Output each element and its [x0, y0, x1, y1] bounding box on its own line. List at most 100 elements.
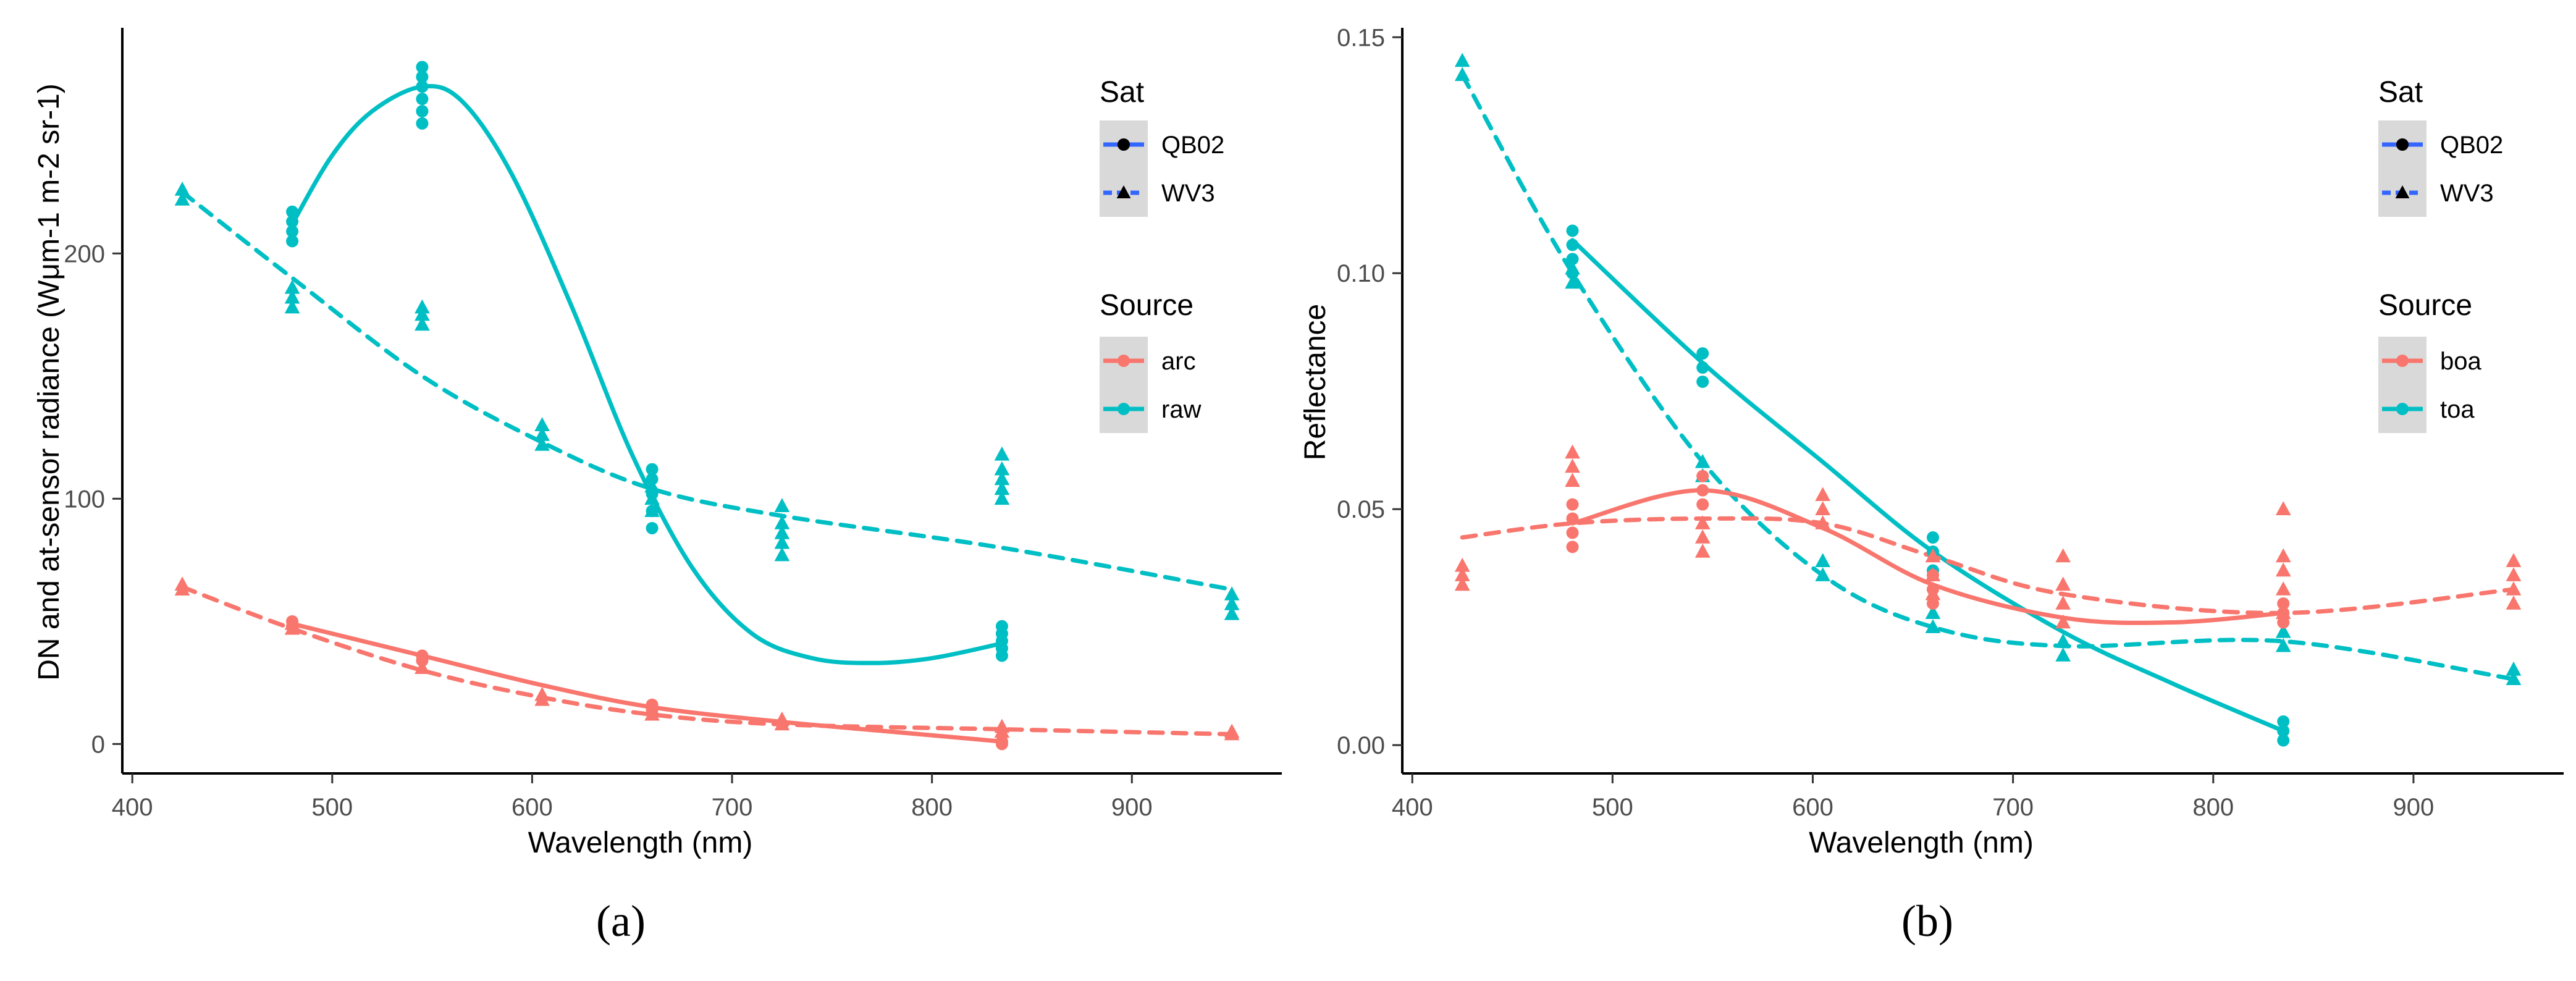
data-point-toa-triangle [1925, 619, 1941, 633]
x-tick-label: 800 [2192, 794, 2234, 821]
x-tick-label: 700 [1992, 794, 2034, 821]
data-point-toa-triangle [2506, 661, 2522, 676]
data-point-raw-circle [416, 117, 429, 130]
data-point-raw-circle [416, 61, 429, 74]
legend-circle-marker [1118, 355, 1130, 367]
x-tick-label: 500 [311, 794, 353, 821]
legend-source-title: Source [1100, 289, 1193, 322]
data-point-boa-circle [1566, 541, 1579, 554]
data-point-boa-triangle [1454, 576, 1470, 591]
data-point-toa-triangle [1925, 605, 1941, 619]
data-point-raw-triangle [174, 191, 190, 206]
data-point-boa-circle [1566, 498, 1579, 511]
legend-source-label: boa [2440, 348, 2481, 375]
data-point-raw-triangle [1224, 586, 1240, 600]
smooth-line-qb02-toa [1570, 238, 2286, 733]
data-point-raw-circle [286, 235, 299, 248]
x-tick-label: 600 [511, 794, 553, 821]
data-point-raw-circle [995, 620, 1008, 633]
data-point-raw-triangle [994, 481, 1010, 495]
data-point-toa-circle [1566, 224, 1579, 237]
data-point-raw-circle [416, 93, 429, 106]
legend-triangle-marker [1116, 185, 1131, 198]
data-point-boa-triangle [1925, 548, 1941, 563]
x-tick-label: 400 [1392, 794, 1433, 821]
panel-b-caption: (b) [1901, 896, 1953, 946]
smooth-line-wv3-toa [1460, 72, 2516, 681]
data-point-raw-triangle [774, 515, 790, 529]
smooth-line-qb02-arc [290, 621, 1004, 744]
data-point-boa-triangle [1565, 444, 1580, 459]
data-point-raw-triangle [534, 417, 550, 431]
data-point-toa-triangle [2275, 638, 2291, 652]
data-point-boa-circle [1696, 498, 1709, 511]
data-point-raw-triangle [1224, 596, 1240, 610]
data-point-boa-circle [1696, 484, 1709, 497]
legend: Sat QB02 WV3 Source boa toa [2378, 76, 2503, 433]
legend-sat-label: WV3 [2440, 180, 2494, 207]
data-point-boa-triangle [2055, 614, 2071, 629]
data-point-boa-triangle [2506, 553, 2522, 567]
legend: Sat QB02 WV3 Source arc raw [1100, 76, 1224, 433]
legend-source-title: Source [2378, 289, 2472, 322]
data-point-boa-triangle [1815, 501, 1830, 515]
data-point-boa-triangle [1454, 557, 1470, 572]
data-point-raw-triangle [994, 446, 1010, 461]
data-point-raw-circle [416, 80, 429, 93]
x-tick-label: 700 [712, 794, 753, 821]
data-point-raw-triangle [644, 478, 660, 493]
data-point-arc-circle [416, 649, 429, 662]
panel-a-caption: (a) [596, 896, 646, 946]
data-point-raw-triangle [415, 306, 430, 321]
x-tick-label: 500 [1592, 794, 1633, 821]
data-point-toa-triangle [2275, 623, 2291, 638]
data-point-toa-triangle [2506, 671, 2522, 685]
data-point-boa-triangle [2055, 596, 2071, 610]
data-point-boa-triangle [1565, 473, 1580, 487]
data-point-toa-triangle [1694, 453, 1711, 468]
data-point-toa-circle [1566, 238, 1579, 251]
data-point-boa-triangle [2275, 605, 2291, 619]
legend-circle-marker [2396, 355, 2409, 367]
data-point-boa-triangle [1815, 487, 1830, 501]
data-point-toa-circle [2277, 734, 2290, 747]
data-point-boa-triangle [2275, 501, 2291, 515]
data-point-toa-triangle [1815, 553, 1830, 567]
data-point-raw-triangle [415, 299, 430, 314]
x-tick-label: 600 [1792, 794, 1833, 821]
data-point-raw-triangle [1224, 605, 1240, 620]
data-point-raw-triangle [774, 534, 790, 549]
x-tick-label: 900 [1111, 794, 1153, 821]
data-point-raw-circle [286, 225, 299, 238]
panel-a-chart: 400 500 600 700 800 900 0 100 200 Wavelength (nm)… [33, 28, 1282, 859]
data-point-boa-triangle [2275, 562, 2291, 577]
data-point-raw-circle [416, 70, 429, 83]
data-point-boa-circle [1696, 469, 1709, 482]
data-point-boa-triangle [2506, 581, 2522, 596]
data-point-boa-triangle [2275, 581, 2291, 596]
data-point-toa-triangle [1454, 67, 1470, 82]
y-tick-label: 0.10 [1337, 260, 1385, 287]
data-point-toa-triangle [1454, 53, 1470, 67]
data-point-arc-triangle [994, 718, 1010, 733]
x-axis-label: Wavelength (nm) [1809, 827, 2034, 859]
data-point-arc-triangle [415, 660, 430, 674]
data-point-toa-triangle [2055, 647, 2071, 662]
y-tick-label: 0.00 [1337, 732, 1385, 759]
data-point-raw-triangle [994, 461, 1010, 476]
data-point-boa-triangle [1815, 515, 1830, 529]
y-axis-label: DN and at-sensor radiance (Wμm-1 m-2 sr-… [33, 83, 65, 681]
data-point-raw-circle [286, 205, 299, 218]
y-axis-label: Reflectance [1299, 304, 1332, 460]
legend-source-label: raw [1161, 396, 1202, 423]
data-point-boa-triangle [2506, 567, 2522, 581]
data-point-boa-circle [2277, 616, 2290, 629]
data-point-raw-triangle [174, 182, 190, 196]
y-tick-label: 100 [64, 486, 105, 513]
legend-source-label: arc [1161, 348, 1196, 375]
data-point-raw-circle [416, 104, 429, 117]
legend-circle-marker [2396, 403, 2409, 415]
data-point-arc-circle [995, 735, 1008, 748]
data-point-toa-triangle [1565, 260, 1580, 275]
x-axis-label: Wavelength (nm) [528, 827, 753, 859]
